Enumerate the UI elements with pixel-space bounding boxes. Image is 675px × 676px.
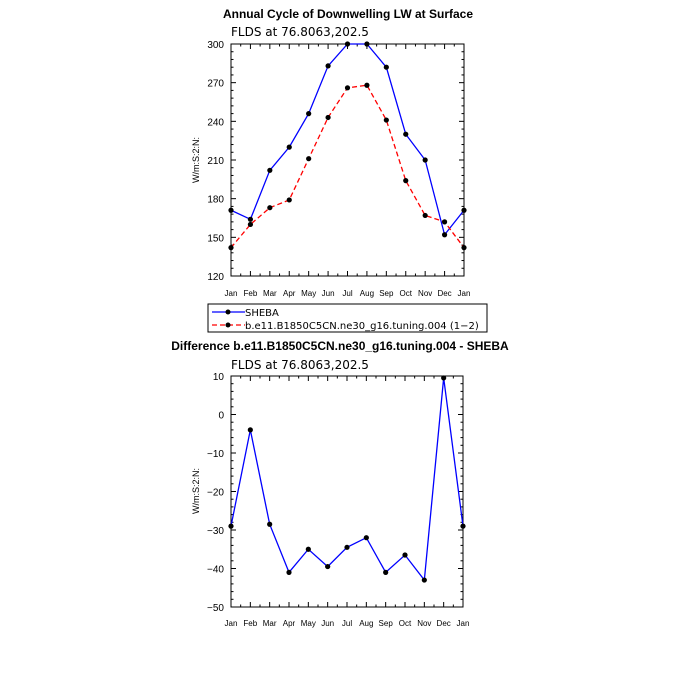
chart1-data-point xyxy=(461,207,467,213)
chart1-xtick-label: Apr xyxy=(283,289,296,298)
chart2-ytick-label: −40 xyxy=(207,565,224,576)
chart1-data-point xyxy=(344,85,351,91)
legend-marker-model xyxy=(225,322,231,328)
chart1-xtick-label: Nov xyxy=(418,289,432,298)
chart2-xtick-label: Jun xyxy=(321,619,334,628)
chart1-data-point xyxy=(364,41,370,47)
chart1-data-point xyxy=(364,82,370,88)
chart2-ytick-label: 10 xyxy=(213,372,225,383)
chart2-ytick-label: −20 xyxy=(207,488,224,499)
legend-label-model: b.e11.B1850C5CN.ne30_g16.tuning.004 (1−2… xyxy=(245,321,479,332)
chart1-series-line xyxy=(230,43,465,237)
chart2-xtick-label: Aug xyxy=(359,619,373,628)
chart2-plot-frame xyxy=(230,375,464,608)
chart2-xtick-label: Jan xyxy=(225,619,238,628)
chart1-data-point xyxy=(325,63,331,69)
chart1-data-point xyxy=(267,205,273,211)
chart1-ytick-label: 150 xyxy=(207,233,224,244)
chart1-ytick-label: 120 xyxy=(207,272,224,283)
chart2-data-point xyxy=(441,375,447,381)
chart1-ytick-label: 270 xyxy=(207,79,224,90)
chart2-data-point xyxy=(267,521,273,527)
chart2-data-point xyxy=(286,569,292,575)
chart2-title: Difference b.e11.B1850C5CN.ne30_g16.tuni… xyxy=(171,339,509,353)
chart1-data-point xyxy=(383,64,389,70)
chart2-data-point xyxy=(383,569,389,575)
chart1-data-point xyxy=(422,157,428,163)
chart1-data-point xyxy=(422,212,428,219)
chart1-data-point xyxy=(403,131,409,137)
chart2-data-point xyxy=(460,523,466,529)
chart1-xtick-label: Mar xyxy=(263,289,277,298)
chart2-data-point xyxy=(228,523,234,529)
annual-cycle-chart: Annual Cycle of Downwelling LW at Surfac… xyxy=(191,7,488,333)
chart1-ytick-label: 240 xyxy=(207,117,224,128)
chart1-legend: SHEBA b.e11.B1850C5CN.ne30_g16.tuning.00… xyxy=(207,303,488,333)
chart2-ytick-label: 0 xyxy=(218,411,224,422)
chart2-xtick-label: Jan xyxy=(457,619,470,628)
chart1-xtick-label: Jul xyxy=(342,289,352,298)
legend-marker-sheba xyxy=(225,309,231,315)
chart2-ytick-label: −30 xyxy=(207,526,224,537)
chart1-ytick-label: 210 xyxy=(207,156,224,167)
chart2-ylabel: W/m:S:2:N: xyxy=(191,468,201,514)
chart2-data-point xyxy=(305,546,311,552)
chart1-data-point xyxy=(441,232,448,238)
chart2-data-point xyxy=(363,535,369,541)
chart1-data-point xyxy=(383,117,389,123)
chart1-data-point xyxy=(267,167,273,173)
chart2-subtitle: FLDS at 76.8063,202.5 xyxy=(231,358,369,372)
chart1-data-point xyxy=(228,207,234,213)
chart1-data-point xyxy=(306,156,312,162)
difference-chart: Difference b.e11.B1850C5CN.ne30_g16.tuni… xyxy=(171,339,509,628)
chart1-plot-frame xyxy=(230,43,465,277)
legend-label-sheba: SHEBA xyxy=(245,308,279,319)
chart2-xtick-label: Sep xyxy=(379,619,394,628)
chart1-xtick-label: Dec xyxy=(437,289,451,298)
chart2-xtick-label: Apr xyxy=(283,619,296,628)
chart2-data-point xyxy=(344,544,350,550)
chart1-data-point xyxy=(286,144,292,150)
chart2-data-point xyxy=(247,427,253,433)
chart1-xtick-label: May xyxy=(301,289,316,298)
chart2-xtick-label: Dec xyxy=(437,619,451,628)
chart1-data-point xyxy=(325,114,331,121)
chart1-title: Annual Cycle of Downwelling LW at Surfac… xyxy=(223,7,473,21)
chart1-xtick-label: Aug xyxy=(360,289,374,298)
chart2-data-point xyxy=(325,563,331,570)
chart2-xtick-label: Mar xyxy=(263,619,277,628)
chart2-data-point xyxy=(402,552,408,558)
chart1-data-point xyxy=(403,178,409,184)
chart2-xtick-label: Nov xyxy=(417,619,431,628)
chart2-ytick-label: −10 xyxy=(207,449,224,460)
chart2-xtick-label: May xyxy=(301,619,316,628)
chart2-xtick-label: Jul xyxy=(342,619,352,628)
chart1-ytick-label: 300 xyxy=(207,40,224,51)
chart1-xtick-label: Jan xyxy=(458,289,471,298)
chart1-xtick-label: Feb xyxy=(244,289,258,298)
chart1-data-point xyxy=(461,245,467,251)
legend-box xyxy=(207,303,488,333)
chart1-series-line xyxy=(230,84,465,249)
chart2-data-point xyxy=(421,577,427,583)
chart1-xtick-label: Jan xyxy=(225,289,238,298)
chart1-data-point xyxy=(441,219,448,225)
chart1-data-point xyxy=(247,216,254,222)
chart2-ytick-label: −50 xyxy=(207,603,224,614)
chart1-data-point xyxy=(247,221,254,228)
chart2-xtick-label: Oct xyxy=(399,619,412,628)
chart1-ytick-label: 180 xyxy=(207,195,224,206)
chart1-data-point xyxy=(344,41,351,47)
chart1-subtitle: FLDS at 76.8063,202.5 xyxy=(231,25,369,39)
chart1-data-point xyxy=(228,245,234,251)
chart1-xtick-label: Oct xyxy=(400,289,413,298)
chart1-data-point xyxy=(306,111,312,117)
chart1-ylabel: W/m:S:2:N: xyxy=(191,137,201,183)
chart1-xtick-label: Sep xyxy=(379,289,394,298)
chart2-xtick-label: Feb xyxy=(243,619,257,628)
chart1-xtick-label: Jun xyxy=(322,289,335,298)
chart1-data-point xyxy=(286,197,292,203)
